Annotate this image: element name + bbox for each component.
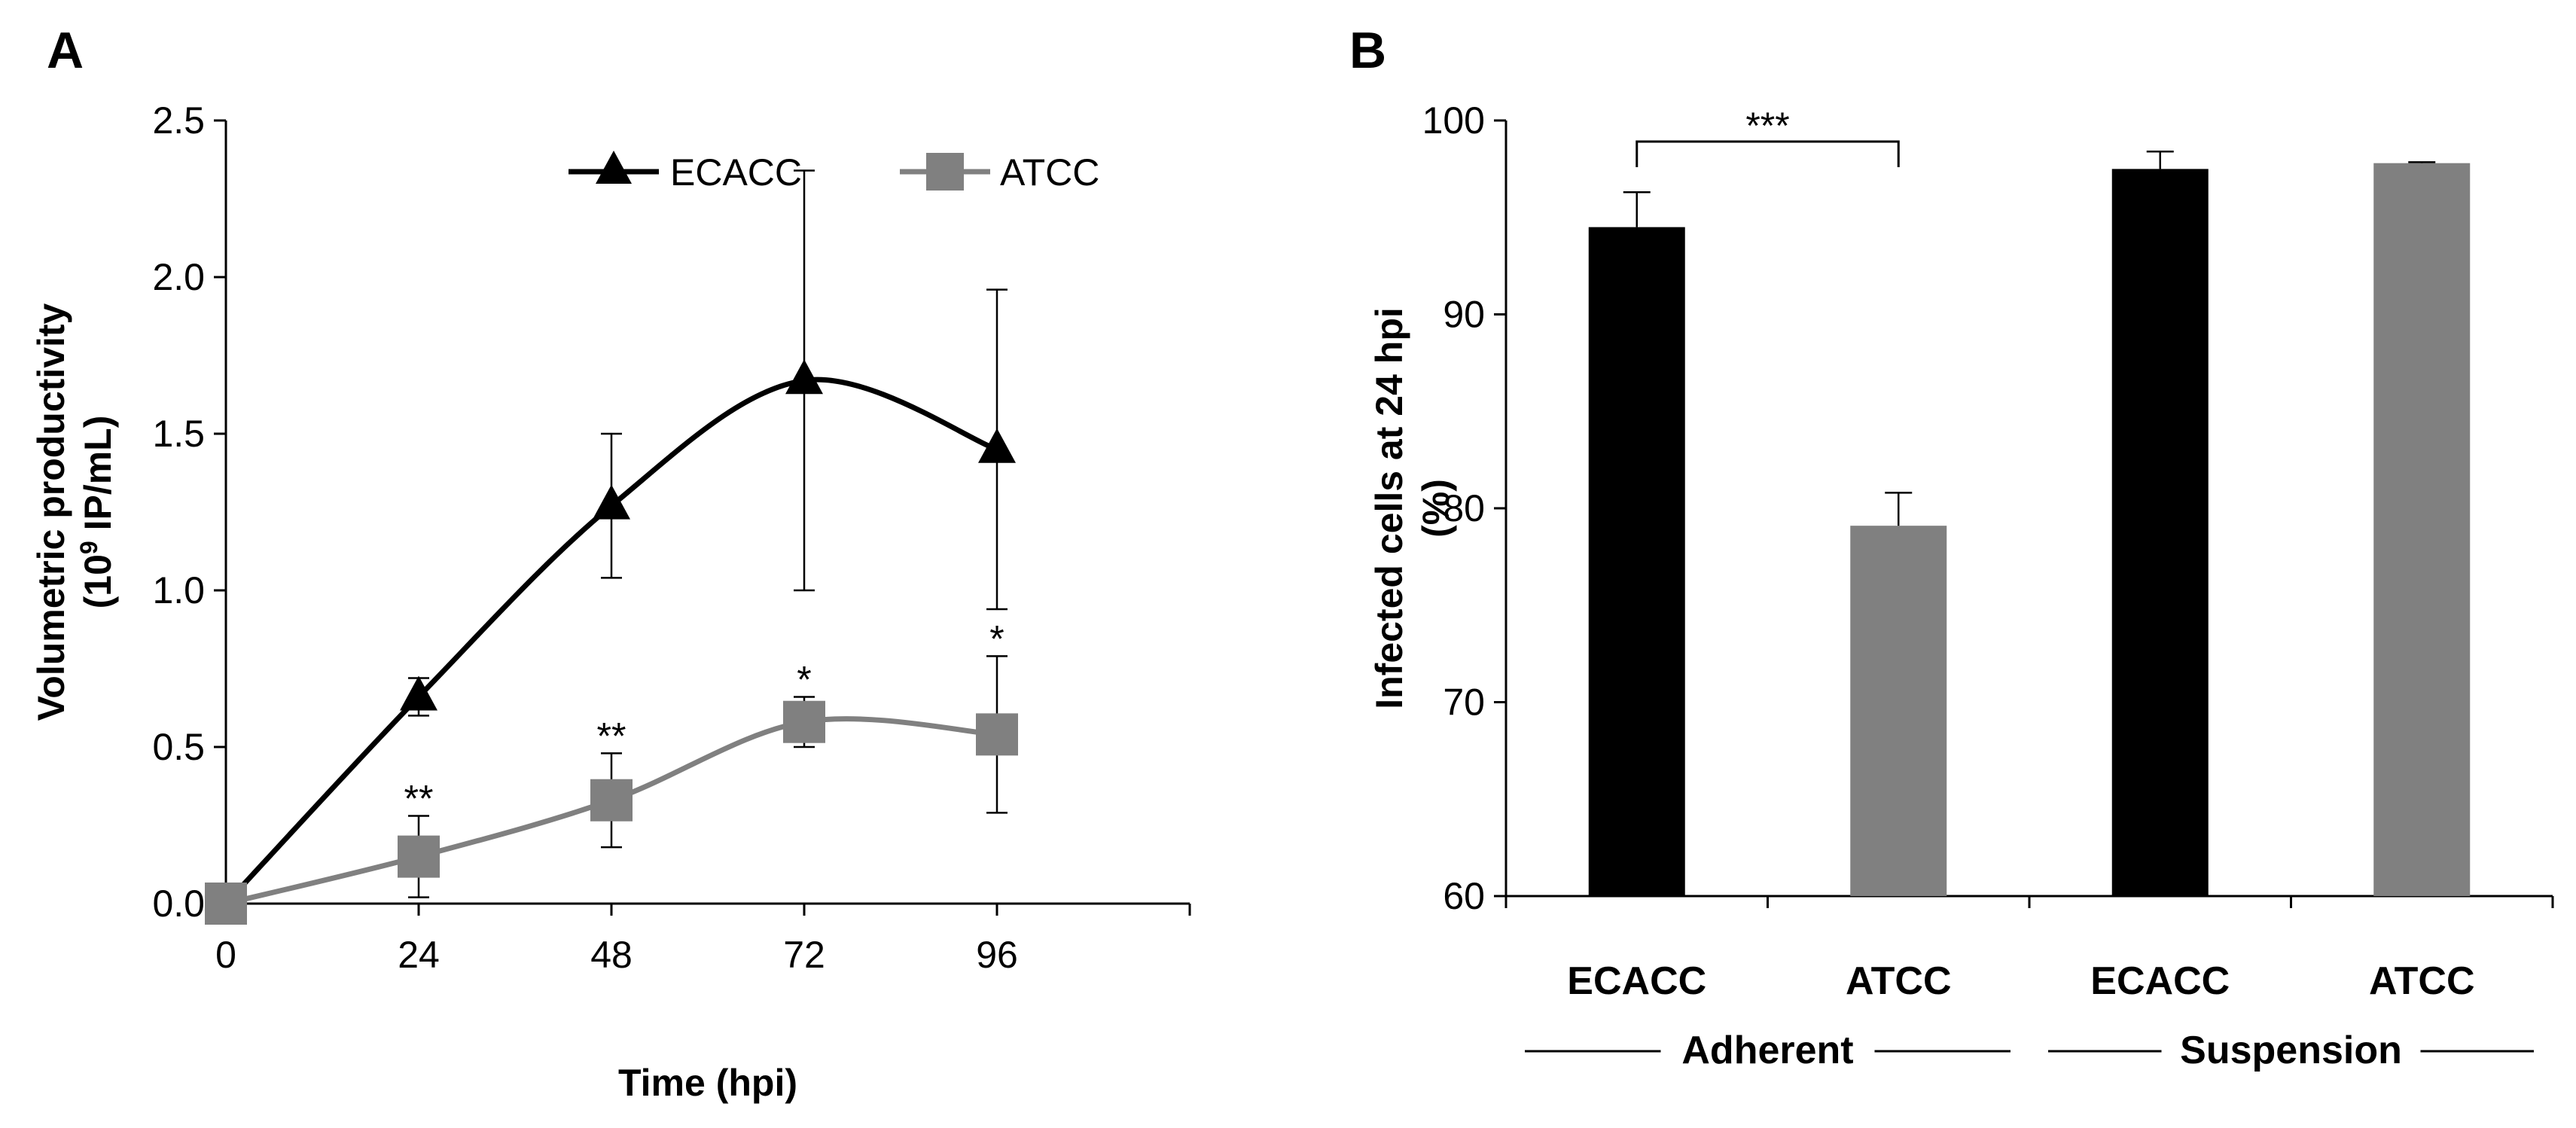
y-tick-label: 1.0 — [152, 569, 205, 611]
y-tick-label: 70 — [1443, 681, 1485, 724]
panel-a: A 0.0 0.5 1.0 1.5 2.0 2.5 0 24 48 72 96 Time (hpi… — [30, 22, 1191, 1104]
panel-b-significance: *** — [1636, 105, 1900, 167]
x-tick-label: 24 — [398, 934, 440, 976]
legend-label-ecacc: ECACC — [670, 151, 802, 194]
panel-a-y-axis-title-line2: (109 IP/mL) — [75, 416, 119, 609]
data-point-atcc — [976, 713, 1018, 756]
significance-label: ** — [404, 778, 434, 820]
panel-a-x-axis-title: Time (hpi) — [618, 1062, 797, 1104]
bar-ecacc — [2111, 169, 2209, 896]
x-tick-label: 96 — [976, 934, 1018, 976]
panel-a-y-ticks: 0.0 0.5 1.0 1.5 2.0 2.5 — [152, 99, 226, 925]
y-tick-label: 0.5 — [152, 726, 205, 768]
panel-a-series: ****** — [205, 169, 1018, 925]
panel-a-legend: ECACC ATCC — [569, 151, 1099, 194]
category-label: ATCC — [2369, 959, 2475, 1003]
legend-marker-atcc — [926, 153, 964, 191]
series-atcc: ****** — [205, 617, 1018, 925]
panel-b-x-ticks — [1504, 896, 2554, 908]
panel-letter-a: A — [47, 22, 84, 79]
panel-a-y-axis-title: Volumetric productivity (109 IP/mL) — [30, 303, 119, 721]
legend-marker-ecacc — [596, 151, 632, 184]
group-label: Adherent — [1681, 1029, 1853, 1072]
bar-ecacc — [1588, 227, 1685, 896]
panel-b-y-axis-title-line1: Infected cells at 24 hpi — [1368, 307, 1410, 709]
y-tick-label: 90 — [1443, 294, 1485, 336]
category-label: ECACC — [2090, 959, 2230, 1003]
significance-label: ** — [597, 715, 626, 757]
data-point-atcc — [398, 835, 440, 878]
y-tick-label: 2.0 — [152, 256, 205, 298]
significance-label: * — [989, 617, 1004, 660]
panel-b-y-axis-title: Infected cells at 24 hpi (%) — [1368, 307, 1457, 709]
y-tick-label: 1.5 — [152, 413, 205, 455]
series-ecacc — [207, 169, 1016, 917]
data-point-ecacc — [978, 428, 1016, 463]
ylabel-suffix: IP/mL) — [77, 416, 119, 541]
y-tick-label: 0.0 — [152, 883, 205, 925]
y-tick-label: 80 — [1443, 487, 1485, 529]
category-label: ECACC — [1567, 959, 1706, 1003]
y-tick-label: 60 — [1443, 875, 1485, 917]
panel-b-y-axis-title-line2: (%) — [1415, 479, 1457, 538]
x-tick-label: 48 — [590, 934, 633, 976]
ylabel-superscript: 9 — [75, 541, 102, 554]
panel-b-group-labels: Adherent Suspension — [1525, 1029, 2534, 1072]
significance-bracket — [1636, 140, 1900, 167]
group-label: Suspension — [2180, 1029, 2402, 1072]
panel-b-category-labels: ECACC ATCC ECACC ATCC — [1567, 959, 2474, 1003]
bar-atcc — [2373, 163, 2471, 896]
significance-label: *** — [1745, 105, 1789, 147]
data-point-ecacc — [593, 484, 630, 520]
legend-label-atcc: ATCC — [1000, 151, 1099, 194]
panel-b-y-ticks: 60 70 80 90 100 — [1422, 99, 1506, 917]
panel-b: B 60 70 80 90 100 Infected cells at 24 hpi (… — [1349, 22, 2554, 1072]
bar-atcc — [1850, 526, 1947, 896]
data-point-atcc — [205, 883, 247, 925]
panel-b-bars — [1588, 150, 2471, 896]
panel-letter-b: B — [1349, 22, 1386, 79]
panel-a-y-axis-title-line1: Volumetric productivity — [30, 303, 72, 721]
category-label: ATCC — [1846, 959, 1952, 1003]
data-point-ecacc — [400, 675, 437, 711]
y-tick-label: 100 — [1422, 99, 1485, 142]
data-point-atcc — [590, 779, 633, 822]
data-point-atcc — [783, 700, 825, 743]
panel-a-x-ticks: 0 24 48 72 96 — [215, 904, 1191, 976]
significance-label: * — [797, 658, 811, 700]
x-tick-label: 0 — [215, 934, 236, 976]
x-tick-label: 72 — [783, 934, 825, 976]
data-point-ecacc — [785, 359, 823, 395]
ylabel-prefix: (10 — [77, 554, 119, 608]
y-tick-label: 2.5 — [152, 99, 205, 142]
